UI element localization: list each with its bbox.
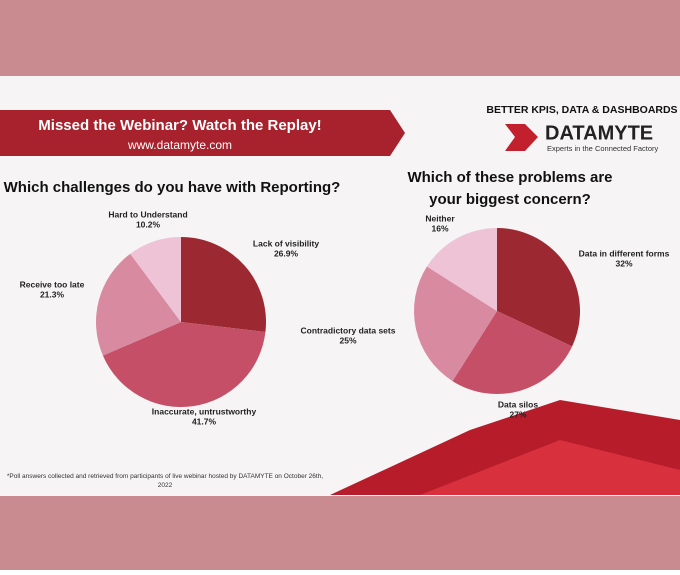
footnote-box: *Poll answers collected and retrieved fr… bbox=[6, 473, 324, 489]
slice-value: 27% bbox=[509, 409, 526, 419]
chart-title: your biggest concern? bbox=[429, 191, 591, 208]
slice-value: 41.7% bbox=[192, 416, 217, 426]
chart-title: Which challenges do you have with Report… bbox=[4, 179, 341, 196]
slice-value: 21.3% bbox=[40, 289, 65, 299]
banner bbox=[0, 110, 405, 156]
pie-slice bbox=[102, 322, 266, 407]
pie-slice bbox=[130, 236, 181, 322]
pie-slice bbox=[452, 311, 573, 394]
slice-value: 16% bbox=[431, 223, 448, 233]
slice-label: Inaccurate, untrustworthy bbox=[152, 406, 257, 416]
tagline: BETTER KPIS, DATA & DASHBOARDS bbox=[486, 104, 677, 116]
decor bbox=[420, 440, 680, 495]
footnote: *Poll answers collected and retrieved fr… bbox=[6, 473, 324, 489]
pie-slice bbox=[95, 253, 181, 356]
slice-value: 25% bbox=[339, 335, 356, 345]
slice-value: 26.9% bbox=[274, 248, 299, 258]
banner-text: Missed the Webinar? Watch the Replay! bbox=[38, 117, 321, 134]
slice-label: Data in different forms bbox=[579, 248, 670, 258]
pie-slice bbox=[497, 228, 580, 347]
brand-sub: Experts in the Connected Factory bbox=[547, 144, 659, 153]
slice-label: Neither bbox=[425, 213, 455, 223]
slice-label: Hard to Understand bbox=[108, 209, 187, 219]
slice-value: 32% bbox=[615, 258, 632, 268]
slice-label: Contradictory data sets bbox=[301, 325, 396, 335]
pie-slice bbox=[426, 228, 497, 311]
pie-slice bbox=[413, 266, 497, 382]
pie-slice bbox=[181, 237, 266, 332]
slice-label: Data silos bbox=[498, 399, 538, 409]
slice-label: Lack of visibility bbox=[253, 238, 319, 248]
slice-value: 10.2% bbox=[136, 219, 161, 229]
url: www.datamyte.com bbox=[127, 138, 232, 152]
logo bbox=[505, 124, 538, 151]
brand: DATAMYTE bbox=[545, 122, 653, 144]
slice-label: Receive too late bbox=[20, 279, 85, 289]
chart-title: Which of these problems are bbox=[407, 169, 612, 186]
